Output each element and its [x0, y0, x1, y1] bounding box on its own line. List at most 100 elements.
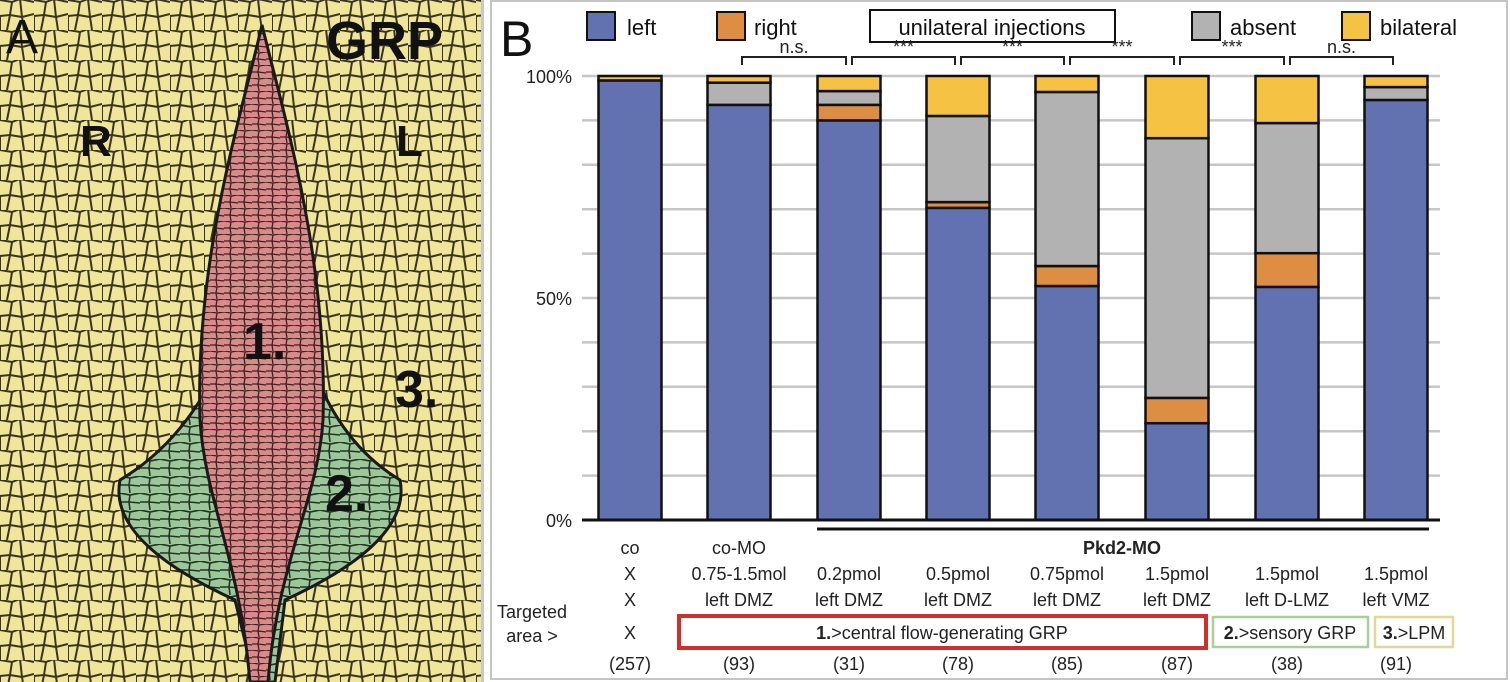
bar-stack — [1254, 74, 1320, 522]
significance-bracket — [960, 56, 1065, 65]
column-label-line2: 0.75pmol — [1030, 564, 1104, 584]
bar-segment-left — [1254, 285, 1320, 522]
column-label-line2: X — [624, 564, 636, 584]
column-label-line3: left D-LMZ — [1245, 590, 1329, 610]
column-label-line2: 1.5pmol — [1364, 564, 1428, 584]
region-label-1: 1. — [243, 313, 287, 371]
panel-a-illustration: A GRP R L 1. 2. 3. — [0, 0, 484, 682]
target-area-text-2: >sensory GRP — [1239, 623, 1357, 643]
bar-segment-absent — [1144, 136, 1210, 400]
column-label-line2: 1.5pmol — [1255, 564, 1319, 584]
central-grp-region — [198, 24, 325, 682]
bar-segment-bilateral — [1254, 74, 1320, 125]
legend-box-label: unilateral injections — [898, 15, 1085, 40]
column-sample-size: (78) — [942, 654, 974, 674]
side-right-label: R — [80, 117, 112, 166]
bar-segment-absent — [1034, 90, 1100, 268]
row-header-line2: area > — [506, 626, 558, 646]
significance-brackets: n.s. *** *** *** *** n.s. — [741, 37, 1394, 65]
column-sample-size: (31) — [833, 654, 865, 674]
significance-label: n.s. — [779, 37, 808, 57]
bar-segment-left — [925, 206, 991, 522]
region-label-3: 3. — [395, 361, 439, 419]
bar-segment-absent — [1363, 85, 1429, 102]
bar-stack — [816, 74, 882, 522]
y-tick-label: 50% — [536, 289, 572, 309]
target-area-text-1: >central flow-generating GRP — [831, 623, 1068, 643]
column-label-line2: 0.75-1.5mol — [691, 564, 786, 584]
target-area-label-3: 3.>LPM — [1383, 623, 1446, 643]
target-area-box-3 — [1373, 615, 1455, 649]
target-area-box-1 — [677, 614, 1208, 650]
column-target-label: X — [624, 623, 636, 643]
target-area-num-2: 2. — [1224, 623, 1239, 643]
legend-swatch-left — [586, 11, 616, 41]
column-label-line2: 0.2pmol — [817, 564, 881, 584]
legend-label-absent: absent — [1230, 15, 1296, 40]
bar-segment-right — [1254, 251, 1320, 289]
column-label-line3: X — [624, 590, 636, 610]
column-sample-size: (257) — [609, 654, 651, 674]
significance-bracket — [1179, 56, 1285, 65]
column-label-line2: 0.5pmol — [926, 564, 990, 584]
legend-swatch-absent — [1191, 11, 1221, 41]
column-label-line3: left DMZ — [815, 590, 883, 610]
column-label-line3: left VMZ — [1362, 590, 1429, 610]
bar-segment-bilateral — [706, 74, 772, 84]
significance-label: *** — [1002, 37, 1023, 57]
legend: left right unilateral injections absent … — [586, 9, 1457, 43]
target-area-num-3: 3. — [1383, 623, 1398, 643]
panel-b-letter: B — [500, 11, 533, 67]
column-sample-size: (91) — [1380, 654, 1412, 674]
legend-box-frame — [869, 9, 1116, 43]
bar-segment-bilateral — [1034, 74, 1100, 94]
bar-segment-left — [1034, 284, 1100, 522]
region-label-2: 2. — [325, 465, 369, 523]
significance-label: n.s. — [1327, 37, 1356, 57]
bar-segment-bilateral — [816, 74, 882, 93]
bar-segment-absent — [706, 81, 772, 107]
column-sample-size: (87) — [1161, 654, 1193, 674]
bar-stack — [925, 74, 991, 522]
target-area-box-2 — [1211, 615, 1370, 649]
column-label-line3: left DMZ — [924, 590, 992, 610]
row-header-line1: Targeted — [497, 602, 567, 622]
column-sample-size: (85) — [1051, 654, 1083, 674]
significance-bracket — [741, 56, 847, 65]
bar-segment-right — [1034, 264, 1100, 288]
bar-segment-bilateral — [1144, 74, 1210, 140]
significance-bracket — [1069, 56, 1175, 65]
grp-tissue-illustration — [0, 0, 481, 682]
target-area-text-3: >LPM — [1398, 623, 1446, 643]
column-label-line3: left DMZ — [1143, 590, 1211, 610]
side-left-label: L — [396, 117, 423, 166]
bar-segment-left — [706, 103, 772, 522]
bar-segment-left — [1363, 98, 1429, 522]
bar-segment-right — [816, 103, 882, 122]
legend-swatch-right — [716, 11, 746, 41]
y-tick-label: 0% — [546, 511, 572, 531]
pkd2-group-label: Pkd2-MO — [1083, 538, 1161, 558]
bar-segment-bilateral — [597, 74, 663, 82]
bar-stack — [597, 74, 663, 522]
bar-segment-right — [1144, 396, 1210, 425]
bar-stack — [1144, 74, 1210, 522]
bars — [597, 74, 1429, 522]
legend-label-left: left — [627, 15, 656, 40]
column-label-line3: left DMZ — [1033, 590, 1101, 610]
legend-swatch-bilateral — [1341, 11, 1371, 41]
bar-segment-left — [816, 119, 882, 522]
stacked-bar-chart: B left right unilateral injections absen… — [497, 9, 1457, 674]
column-label-line1: co — [620, 538, 639, 558]
grp-title: GRP — [326, 11, 444, 71]
bar-segment-left — [1144, 421, 1210, 522]
significance-bracket — [851, 56, 956, 65]
legend-label-bilateral: bilateral — [1380, 15, 1457, 40]
bar-segment-absent — [816, 89, 882, 107]
target-area-label-2: 2.>sensory GRP — [1224, 623, 1357, 643]
bar-stack — [1363, 74, 1429, 522]
panel-b-chart: B left right unilateral injections absen… — [490, 0, 1508, 680]
bar-segment-left — [597, 79, 663, 522]
column-label-line2: 1.5pmol — [1145, 564, 1209, 584]
legend-label-right: right — [754, 15, 797, 40]
